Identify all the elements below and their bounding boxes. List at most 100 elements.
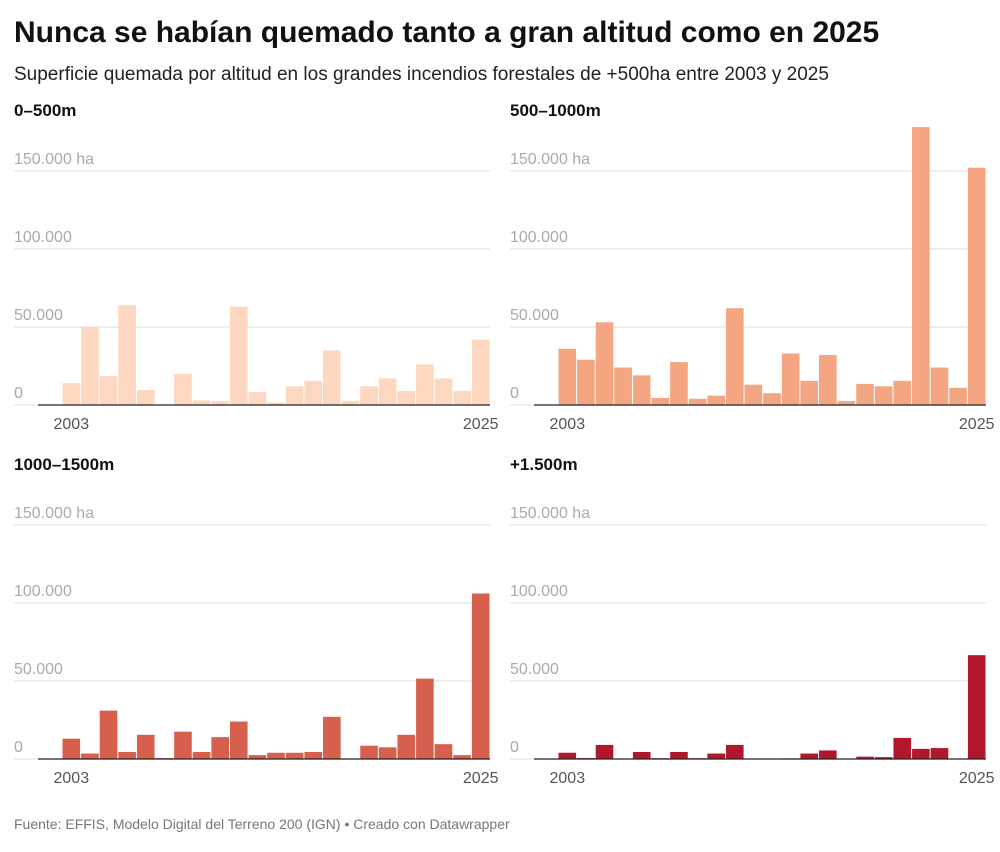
bar bbox=[416, 364, 434, 405]
chart-subtitle: Superficie quemada por altitud en los gr… bbox=[14, 64, 829, 85]
bar bbox=[800, 380, 819, 405]
y-tick-label: 150.000 ha bbox=[510, 505, 590, 522]
bar bbox=[397, 734, 416, 759]
bar bbox=[360, 745, 378, 759]
bar bbox=[893, 737, 912, 759]
y-tick-label: 150.000 ha bbox=[14, 505, 94, 522]
bar bbox=[595, 744, 614, 759]
chart-title: Nunca se habían quemado tanto a gran alt… bbox=[14, 16, 879, 49]
bar bbox=[725, 308, 744, 405]
bar bbox=[304, 380, 323, 405]
bar bbox=[725, 744, 744, 759]
bar bbox=[248, 755, 267, 759]
bar bbox=[651, 397, 670, 405]
bar bbox=[99, 710, 118, 759]
bar bbox=[837, 401, 856, 405]
bar bbox=[118, 305, 136, 405]
y-tick-label: 150.000 ha bbox=[510, 151, 590, 168]
bar bbox=[819, 355, 837, 405]
bar bbox=[670, 362, 688, 405]
bar bbox=[211, 737, 229, 759]
y-tick-label: 100.000 bbox=[510, 229, 568, 246]
panel-title: +1.500m bbox=[510, 455, 578, 474]
bar bbox=[81, 326, 99, 405]
bar bbox=[304, 751, 323, 759]
y-tick-label: 50.000 bbox=[510, 307, 559, 324]
bar bbox=[174, 731, 192, 759]
bar bbox=[912, 748, 930, 759]
bar bbox=[267, 402, 285, 405]
x-tick-label: 2003 bbox=[54, 416, 90, 433]
bar bbox=[192, 751, 211, 759]
bar bbox=[99, 376, 118, 405]
y-tick-label: 50.000 bbox=[14, 307, 63, 324]
bar bbox=[211, 401, 229, 405]
y-tick-label: 150.000 ha bbox=[14, 151, 94, 168]
bar bbox=[558, 348, 577, 405]
bar bbox=[285, 752, 304, 759]
bar bbox=[471, 339, 490, 405]
y-tick-label: 0 bbox=[510, 385, 519, 402]
bar bbox=[323, 716, 341, 759]
y-tick-label: 50.000 bbox=[14, 661, 63, 678]
bar bbox=[819, 750, 837, 759]
bar bbox=[912, 127, 930, 405]
bar bbox=[136, 390, 155, 405]
bar bbox=[62, 738, 81, 759]
bar bbox=[967, 655, 986, 759]
bar bbox=[285, 386, 304, 405]
bar bbox=[893, 380, 912, 405]
x-tick-label: 2025 bbox=[959, 770, 995, 787]
bar bbox=[874, 386, 893, 405]
bar bbox=[62, 383, 81, 405]
panel-title: 500–1000m bbox=[510, 101, 601, 120]
bar bbox=[930, 367, 949, 405]
y-tick-label: 50.000 bbox=[510, 661, 559, 678]
panel-title: 0–500m bbox=[14, 101, 76, 120]
bar bbox=[471, 593, 490, 759]
bar bbox=[378, 378, 397, 405]
bar bbox=[323, 350, 341, 405]
x-tick-label: 2003 bbox=[550, 770, 586, 787]
bar bbox=[434, 378, 453, 405]
bar bbox=[632, 751, 651, 759]
bar bbox=[744, 384, 763, 405]
bar bbox=[577, 359, 595, 405]
bar bbox=[670, 751, 688, 759]
bar bbox=[229, 306, 248, 405]
bar bbox=[378, 747, 397, 759]
bar bbox=[558, 752, 577, 759]
x-tick-label: 2025 bbox=[463, 416, 499, 433]
bar bbox=[707, 395, 725, 405]
bar bbox=[800, 753, 819, 759]
bar bbox=[595, 322, 614, 405]
bar bbox=[453, 755, 471, 759]
y-tick-label: 100.000 bbox=[14, 229, 72, 246]
x-tick-label: 2025 bbox=[959, 416, 995, 433]
bar bbox=[81, 753, 99, 759]
bar bbox=[360, 386, 378, 405]
bar bbox=[434, 744, 453, 759]
bar bbox=[967, 167, 986, 405]
source-note: Fuente: EFFIS, Modelo Digital del Terren… bbox=[14, 816, 510, 832]
bar bbox=[763, 393, 781, 405]
bar bbox=[874, 757, 893, 759]
bar bbox=[267, 752, 285, 759]
bar bbox=[930, 748, 949, 759]
bar bbox=[781, 353, 800, 405]
x-tick-label: 2025 bbox=[463, 770, 499, 787]
x-tick-label: 2003 bbox=[550, 416, 586, 433]
y-tick-label: 0 bbox=[14, 385, 23, 402]
bar bbox=[118, 751, 136, 759]
panel-title: 1000–1500m bbox=[14, 455, 114, 474]
y-tick-label: 100.000 bbox=[510, 583, 568, 600]
bar bbox=[416, 678, 434, 759]
bar bbox=[397, 390, 416, 405]
bar bbox=[453, 390, 471, 405]
bar bbox=[949, 387, 967, 405]
x-tick-label: 2003 bbox=[54, 770, 90, 787]
bar bbox=[614, 367, 632, 405]
y-tick-label: 100.000 bbox=[14, 583, 72, 600]
y-tick-label: 0 bbox=[510, 739, 519, 756]
bar bbox=[248, 392, 267, 405]
